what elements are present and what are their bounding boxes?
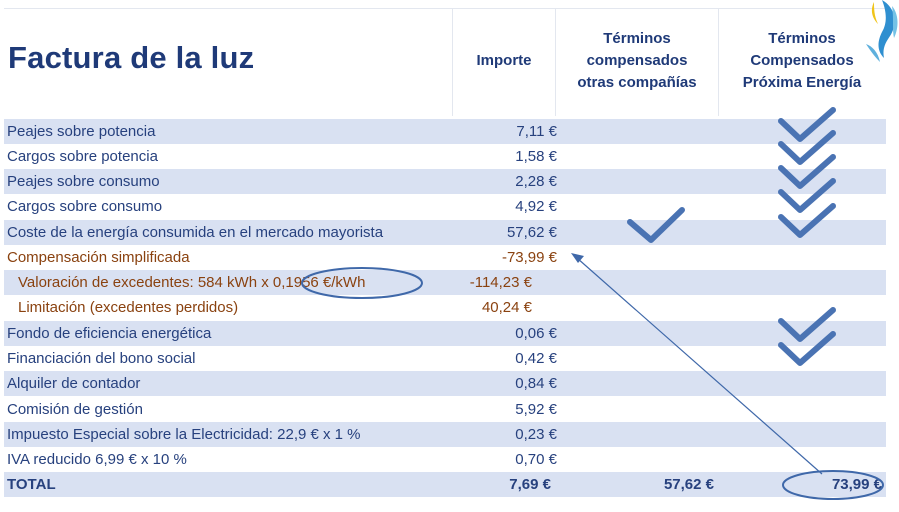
- row-label: Coste de la energía consumida en el merc…: [7, 224, 384, 241]
- row-amount: 7,11 €: [516, 123, 557, 140]
- row-label: IVA reducido 6,99 € x 10 %: [7, 451, 187, 468]
- invoice-row: Compensación simplificada -73,99 €: [4, 245, 886, 270]
- row-label: Peajes sobre consumo: [7, 173, 160, 190]
- header-proxima-line: Compensados: [750, 52, 854, 69]
- row-amount: 4,92 €: [515, 198, 557, 215]
- row-amount: 0,23 €: [515, 426, 557, 443]
- total-importe: 7,69 €: [509, 476, 551, 493]
- row-amount: 0,42 €: [515, 350, 557, 367]
- row-amount: 0,06 €: [515, 325, 557, 342]
- total-label: TOTAL: [7, 476, 56, 493]
- total-otras-companias: 57,62 €: [663, 476, 714, 493]
- header-otras-line: otras compañías: [577, 74, 697, 91]
- gridline: [718, 8, 719, 116]
- header-otras-line: compensados: [586, 52, 688, 69]
- row-label: Cargos sobre potencia: [7, 148, 158, 165]
- invoice-row: Alquiler de contador 0,84 €: [4, 371, 886, 396]
- row-amount: 1,58 €: [515, 148, 557, 165]
- invoice-row: IVA reducido 6,99 € x 10 % 0,70 €: [4, 447, 886, 472]
- gridline: [555, 8, 556, 116]
- invoice-row: Financiación del bono social 0,42 €: [4, 346, 886, 371]
- row-label: Financiación del bono social: [7, 350, 196, 367]
- company-logo: [866, 0, 898, 62]
- row-label: Fondo de eficiencia energética: [7, 325, 212, 342]
- invoice-row: Comisión de gestión 5,92 €: [4, 397, 886, 422]
- row-amount: -114,23 €: [469, 274, 532, 291]
- invoice-row: Cargos sobre consumo 4,92 €: [4, 194, 886, 219]
- row-label: Alquiler de contador: [7, 375, 141, 392]
- invoice-row: Limitación (excedentes perdidos) 40,24 €: [4, 295, 886, 320]
- gridline: [452, 8, 453, 116]
- row-amount: 57,62 €: [506, 224, 557, 241]
- invoice-row: Peajes sobre potencia 7,11 €: [4, 119, 886, 144]
- invoice-row: Coste de la energía consumida en el merc…: [4, 220, 886, 245]
- invoice-row: Valoración de excedentes: 584 kWh x 0,19…: [4, 270, 886, 295]
- header-otras-companias: Términos compensados otras compañías: [556, 28, 718, 94]
- header-proxima-energia: Términos Compensados Próxima Energía: [718, 28, 886, 94]
- invoice-row: Impuesto Especial sobre la Electricidad:…: [4, 422, 886, 447]
- invoice-row: Cargos sobre potencia 1,58 €: [4, 144, 886, 169]
- row-amount: -73,99 €: [501, 249, 557, 266]
- row-amount: 0,70 €: [515, 451, 557, 468]
- row-amount: 0,84 €: [515, 375, 557, 392]
- total-proxima-energia: 73,99 €: [831, 476, 882, 493]
- header-otras-line: Términos: [603, 30, 671, 47]
- gridline: [4, 8, 886, 9]
- row-label: Limitación (excedentes perdidos): [18, 299, 239, 316]
- row-amount: 5,92 €: [515, 401, 557, 418]
- invoice-row: Fondo de eficiencia energética 0,06 €: [4, 321, 886, 346]
- header-proxima-line: Términos: [768, 30, 836, 47]
- invoice-row: Peajes sobre consumo 2,28 €: [4, 169, 886, 194]
- invoice-title: Factura de la luz: [8, 40, 255, 75]
- row-label: Impuesto Especial sobre la Electricidad:…: [7, 426, 361, 443]
- header-proxima-line: Próxima Energía: [742, 74, 862, 91]
- row-amount: 2,28 €: [515, 173, 557, 190]
- row-label: Valoración de excedentes: 584 kWh x 0,19…: [18, 274, 366, 291]
- header-importe: Importe: [452, 50, 556, 72]
- row-label: Comisión de gestión: [7, 401, 143, 418]
- total-row: TOTAL 7,69 € 57,62 € 73,99 €: [4, 472, 886, 497]
- row-label: Cargos sobre consumo: [7, 198, 163, 215]
- row-label: Compensación simplificada: [7, 249, 190, 266]
- row-amount: 40,24 €: [481, 299, 532, 316]
- header-importe-label: Importe: [476, 52, 532, 69]
- row-label: Peajes sobre potencia: [7, 123, 156, 140]
